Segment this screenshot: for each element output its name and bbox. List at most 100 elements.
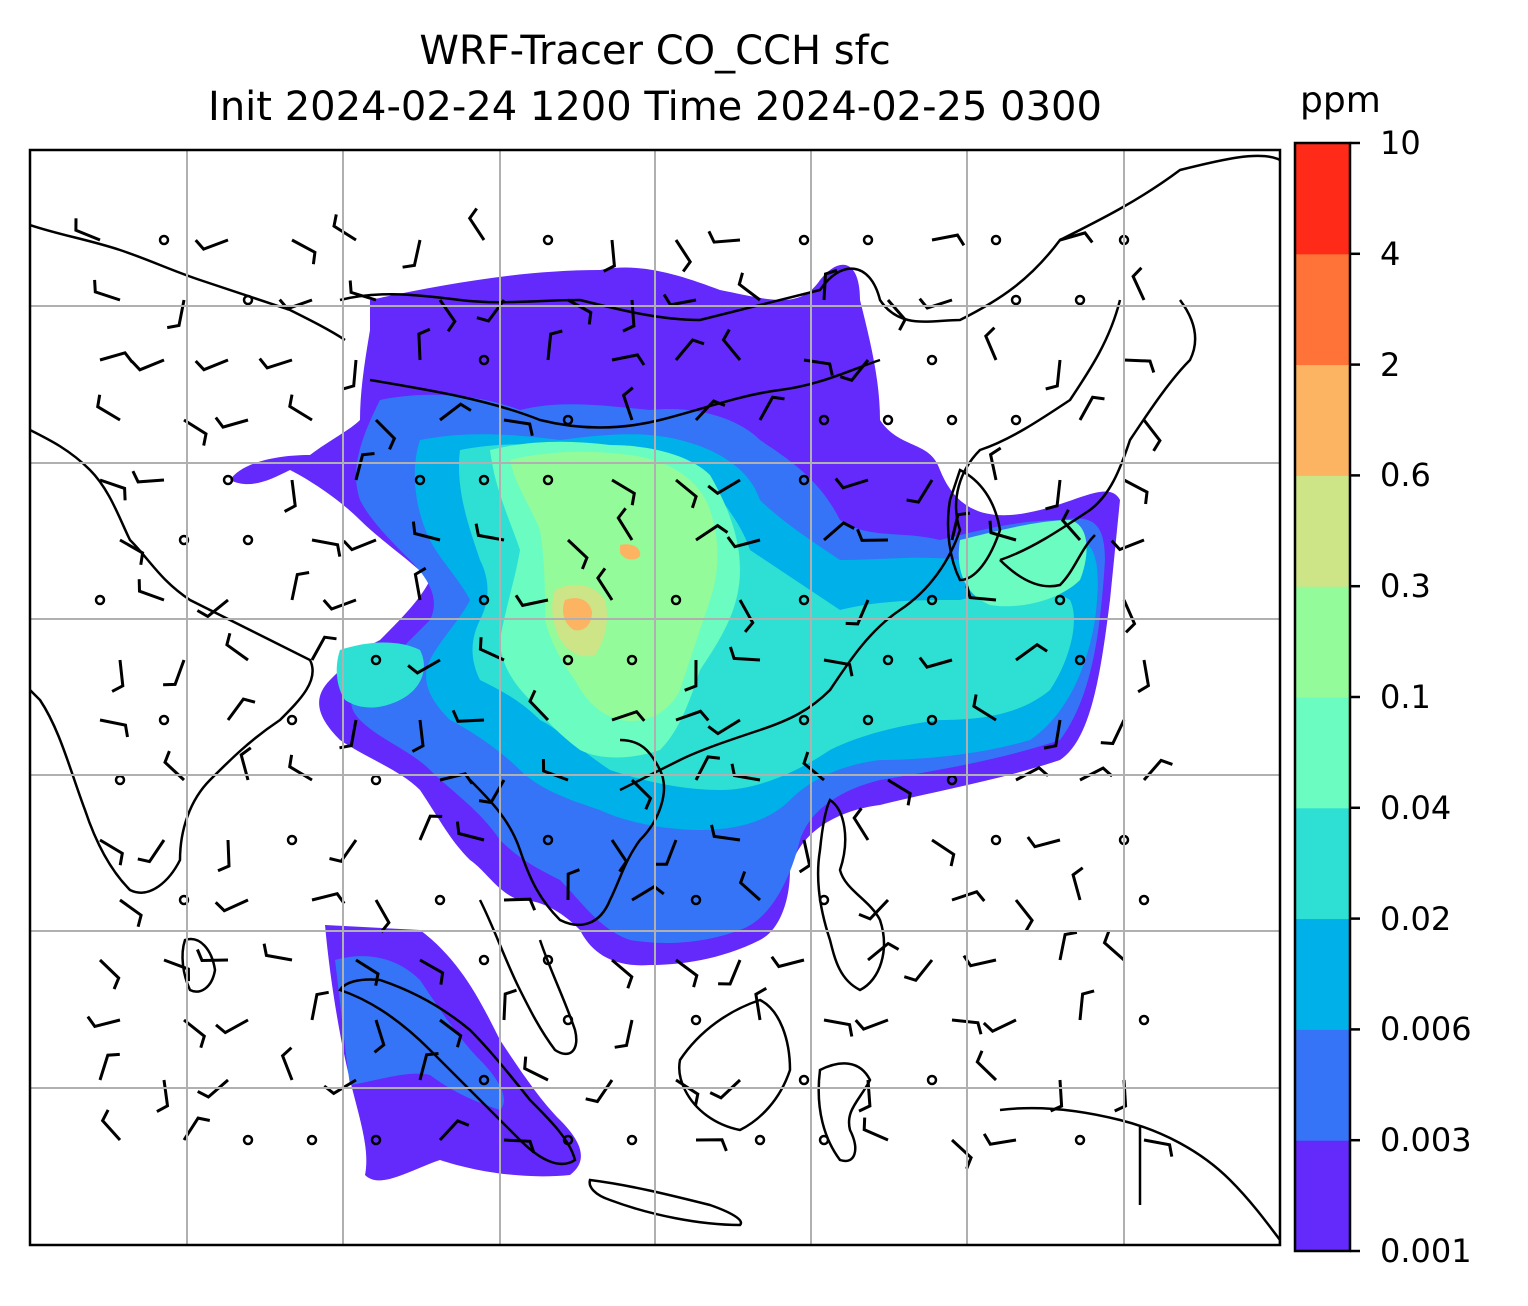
wind-barb — [754, 987, 768, 1021]
colorbar-band-3 — [1295, 807, 1350, 920]
wind-barb — [988, 446, 1002, 481]
wind-barb — [707, 230, 741, 244]
wind-barb — [342, 538, 377, 552]
wind-barb — [418, 1052, 439, 1081]
wind-barb — [310, 990, 329, 1021]
calm-wind-circle — [414, 474, 426, 486]
tracer-field — [230, 264, 1120, 1181]
wind-barb — [984, 326, 998, 361]
calm-wind-circle — [754, 1134, 766, 1146]
calm-wind-circle — [370, 1134, 382, 1146]
calm-wind-circle — [1010, 294, 1022, 306]
calm-wind-circle — [926, 594, 938, 606]
calm-wind-circle — [478, 354, 490, 366]
wind-barb — [99, 718, 129, 738]
wind-barb — [183, 1018, 207, 1049]
wind-barb — [611, 958, 634, 989]
wind-barb — [137, 839, 166, 864]
wind-barb — [439, 772, 474, 785]
coastline-borneo — [677, 998, 792, 1132]
wind-barb — [310, 635, 337, 661]
wind-barb — [1131, 266, 1146, 301]
colorbar-tick-label: 0.6 — [1380, 456, 1431, 495]
coastline-sumatra — [338, 978, 577, 1166]
wind-barb — [1045, 359, 1062, 391]
wind-barb — [931, 838, 956, 867]
wind-barb — [675, 709, 710, 722]
wind-barb — [166, 299, 186, 330]
colorbar-tick-label: 0.04 — [1380, 788, 1452, 827]
wind-barb — [694, 399, 726, 422]
wind-barb — [695, 523, 729, 542]
wind-barb — [288, 394, 313, 422]
wind-barb — [163, 659, 186, 687]
calm-wind-circle — [158, 714, 170, 726]
wind-barb — [278, 298, 313, 311]
wind-barb — [99, 838, 124, 866]
wind-barb — [322, 598, 357, 611]
colorbar-band-7 — [1295, 364, 1350, 476]
wind-barb — [758, 395, 785, 421]
map-plot-area — [30, 150, 1280, 1245]
calm-wind-circle — [798, 714, 810, 726]
wind-barb — [214, 416, 249, 429]
wind-barb — [614, 1019, 634, 1049]
wind-barb — [621, 386, 634, 421]
coastline-srilanka — [181, 937, 217, 993]
wind-barb — [541, 758, 569, 782]
wind-barb — [737, 272, 761, 302]
wind-barb — [823, 1018, 854, 1037]
wind-barb — [622, 299, 636, 333]
wind-barb — [290, 571, 310, 601]
wind-barb — [262, 943, 293, 962]
wind-barb — [196, 948, 229, 963]
calm-wind-circle — [222, 474, 234, 486]
wind-barb — [728, 646, 761, 662]
wind-barb — [982, 1133, 1017, 1146]
wind-barb — [98, 1052, 120, 1081]
wind-barb — [798, 839, 812, 874]
colorbar-tick-label: 4 — [1380, 234, 1401, 273]
calm-wind-circle — [818, 894, 830, 906]
wind-barb — [611, 478, 636, 506]
calm-wind-circle — [478, 594, 490, 606]
wind-barb — [502, 988, 517, 1021]
wind-barb — [975, 1050, 998, 1082]
colorbar-tick-label: 2 — [1380, 345, 1401, 384]
wind-barb — [854, 1018, 889, 1031]
colorbar-unit-label: ppm — [1300, 80, 1381, 121]
colorbar — [1295, 141, 1360, 1253]
tracer-level-0.04-east — [958, 520, 1087, 607]
wind-barb — [852, 807, 870, 841]
wind-barb — [1015, 642, 1048, 662]
wind-barb — [182, 1116, 211, 1141]
calm-wind-circle — [242, 534, 254, 546]
colorbar-tick-label: 0.006 — [1380, 1010, 1472, 1049]
calm-wind-circle — [478, 954, 490, 966]
wind-barb — [514, 594, 549, 608]
wind-barb — [528, 689, 550, 722]
colorbar-tick-label: 0.3 — [1380, 567, 1431, 606]
calm-wind-circle — [670, 594, 682, 606]
wind-barb — [1137, 659, 1151, 694]
calm-wind-circle — [798, 594, 810, 606]
calm-wind-circle — [562, 1014, 574, 1026]
wind-barb — [726, 536, 761, 549]
wind-barb — [858, 898, 890, 921]
wind-barb — [402, 239, 422, 269]
wind-barb — [131, 470, 165, 484]
wind-barb — [674, 239, 693, 273]
colorbar-band-9 — [1295, 143, 1350, 255]
calm-wind-circle — [926, 1074, 938, 1086]
calm-wind-circle — [434, 894, 446, 906]
wind-barb — [1071, 866, 1084, 901]
wind-barb — [411, 521, 441, 542]
wind-barb — [503, 1138, 536, 1154]
wind-barb — [684, 659, 698, 692]
wind-barb — [417, 327, 431, 361]
colorbar-band-2 — [1295, 918, 1350, 1030]
calm-wind-circle — [562, 414, 574, 426]
wind-barb — [738, 870, 761, 902]
wind-barb — [566, 538, 589, 570]
wind-barb — [355, 958, 380, 986]
